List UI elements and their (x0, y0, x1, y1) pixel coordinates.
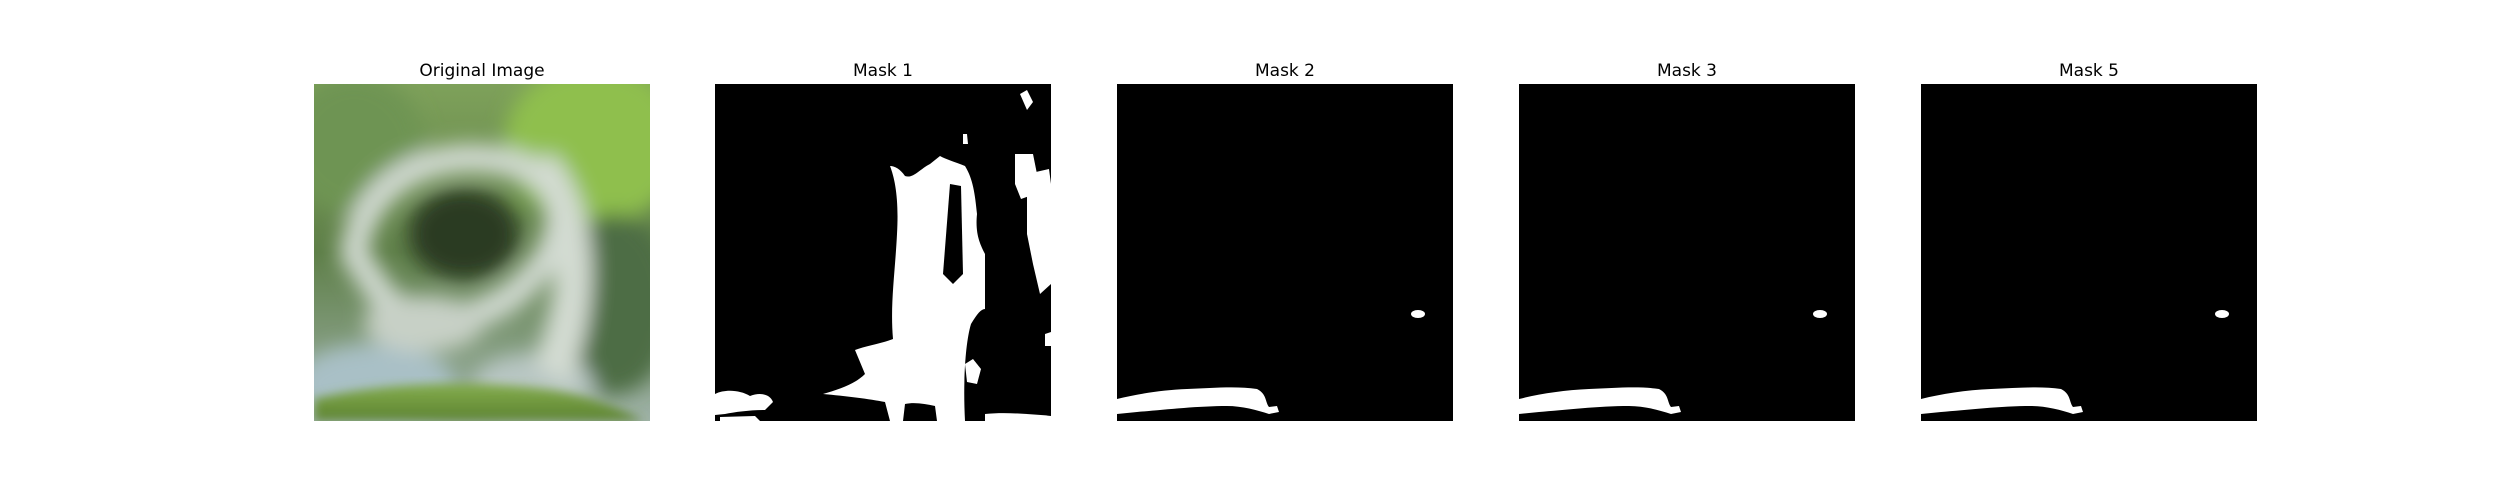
original-image-panel (314, 84, 650, 421)
mask-5-image (1921, 84, 2257, 421)
panel-title-original-image: Original Image (419, 61, 545, 81)
panel-title-mask-5: Mask 5 (2058, 61, 2119, 81)
mask-1-image (715, 84, 1051, 421)
original-image (314, 84, 650, 421)
panel-title-mask-1: Mask 1 (852, 61, 913, 81)
mask-2-panel (1117, 84, 1453, 421)
mask-5-panel (1921, 84, 2257, 421)
mask-3-panel (1519, 84, 1855, 421)
mask-3-image (1519, 84, 1855, 421)
mask-1-panel (715, 84, 1051, 421)
mask-2-image (1117, 84, 1453, 421)
panel-title-mask-2: Mask 2 (1254, 61, 1315, 81)
panel-title-mask-3: Mask 3 (1656, 61, 1717, 81)
